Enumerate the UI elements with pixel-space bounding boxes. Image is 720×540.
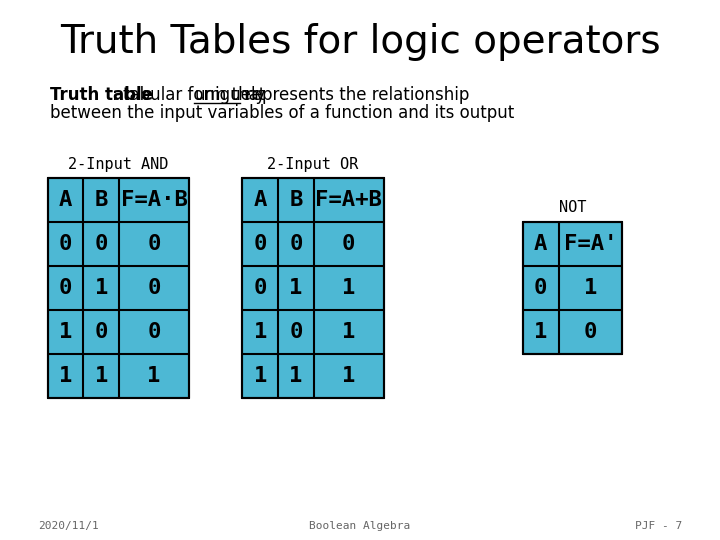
Text: 0: 0 [94, 234, 108, 254]
Text: B: B [94, 190, 108, 210]
Text: 2-Input AND: 2-Input AND [68, 157, 168, 172]
FancyBboxPatch shape [243, 178, 384, 398]
Text: 0: 0 [253, 234, 267, 254]
Text: 0: 0 [59, 234, 72, 254]
Text: 2020/11/1: 2020/11/1 [38, 521, 99, 531]
Text: A: A [59, 190, 72, 210]
Text: 1: 1 [94, 366, 108, 386]
Text: 0: 0 [148, 278, 161, 298]
Text: 0: 0 [289, 322, 302, 342]
Text: 2-Input OR: 2-Input OR [267, 157, 359, 172]
Text: between the input variables of a function and its output: between the input variables of a functio… [50, 104, 514, 122]
Text: 0: 0 [59, 278, 72, 298]
Text: 1: 1 [342, 278, 356, 298]
Text: 1: 1 [584, 278, 597, 298]
Text: Truth Tables for logic operators: Truth Tables for logic operators [60, 23, 660, 61]
Text: B: B [289, 190, 302, 210]
Text: 0: 0 [342, 234, 356, 254]
Text: Truth table: Truth table [50, 86, 153, 104]
Text: 1: 1 [94, 278, 108, 298]
Text: : tabular form that: : tabular form that [112, 86, 270, 104]
Text: 0: 0 [584, 322, 597, 342]
Text: 1: 1 [534, 322, 547, 342]
Text: 1: 1 [289, 366, 302, 386]
Text: represents the relationship: represents the relationship [240, 86, 469, 104]
FancyBboxPatch shape [48, 178, 189, 398]
Text: A: A [534, 234, 547, 254]
Text: 1: 1 [148, 366, 161, 386]
Text: 1: 1 [342, 322, 356, 342]
Text: PJF - 7: PJF - 7 [634, 521, 682, 531]
Text: F=A': F=A' [564, 234, 617, 254]
FancyBboxPatch shape [523, 222, 623, 354]
Text: 1: 1 [253, 322, 267, 342]
Text: 0: 0 [148, 322, 161, 342]
Text: A: A [253, 190, 267, 210]
Text: 0: 0 [253, 278, 267, 298]
Text: 0: 0 [94, 322, 108, 342]
Text: F=A+B: F=A+B [315, 190, 382, 210]
Text: NOT: NOT [559, 200, 586, 215]
Text: 1: 1 [59, 322, 72, 342]
Text: 0: 0 [148, 234, 161, 254]
Text: 0: 0 [289, 234, 302, 254]
Text: F=A·B: F=A·B [120, 190, 187, 210]
Text: uniguely: uniguely [194, 86, 266, 104]
Text: 0: 0 [534, 278, 547, 298]
Text: 1: 1 [253, 366, 267, 386]
Text: 1: 1 [289, 278, 302, 298]
Text: 1: 1 [342, 366, 356, 386]
Text: 1: 1 [59, 366, 72, 386]
Text: Boolean Algebra: Boolean Algebra [310, 521, 410, 531]
